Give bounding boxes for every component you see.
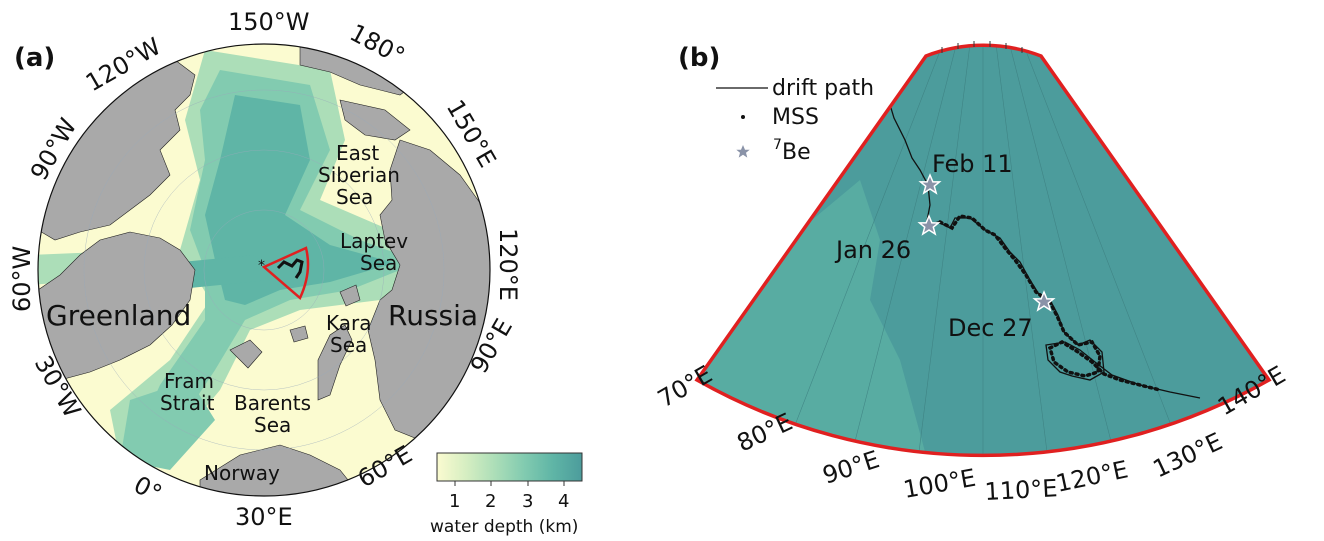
- top-arc-ticks: [941, 41, 1023, 53]
- be7-star-jan26: [917, 214, 941, 236]
- meridians: [765, 45, 1201, 456]
- deepest-basin-core: [205, 95, 395, 305]
- legend-mss-label: MSS: [772, 105, 819, 130]
- legend: drift path MSS 7 Be: [716, 76, 874, 165]
- legend-be7-sup: 7: [773, 137, 782, 153]
- lon-label-80e: 80°E: [733, 408, 797, 458]
- lon-label-100e: 100°E: [901, 464, 978, 504]
- drift-path-overview: [276, 258, 304, 279]
- lon-label-150w: 150°W: [228, 8, 310, 36]
- lon-label-90e-b: 90°E: [819, 445, 883, 489]
- svg-text:East: East: [336, 141, 379, 165]
- fram-strait-label: Fram Strait: [160, 369, 215, 415]
- colorbar-tick-1: 1: [449, 491, 460, 512]
- date-label-dec27: Dec 27: [948, 314, 1033, 342]
- date-label-jan26: Jan 26: [834, 236, 911, 264]
- norway-label: Norway: [204, 461, 280, 485]
- svg-text:Sea: Sea: [254, 413, 291, 437]
- svg-text:Sea: Sea: [336, 185, 373, 209]
- colorbar-tick-4: 4: [558, 491, 569, 512]
- be7-star-dec27: [1032, 290, 1056, 312]
- panel-a-map: * 150°W 180° 150°E 120°E 90°E 60°E 30°E …: [8, 8, 583, 537]
- colorbar-gradient: [436, 452, 583, 482]
- legend-mss-dot: [741, 115, 745, 119]
- kara-sea-label: Kara Sea: [326, 311, 372, 357]
- date-label-feb11: Feb 11: [932, 150, 1013, 178]
- legend-be7-label: Be: [782, 140, 811, 165]
- colorbar-tick-3: 3: [522, 491, 533, 512]
- be7-star-feb11: [918, 173, 942, 195]
- lon-label-30e: 30°E: [235, 503, 293, 531]
- graticule: [83, 89, 445, 451]
- svg-text:Strait: Strait: [160, 391, 215, 415]
- svg-text:Barents: Barents: [234, 391, 311, 415]
- svg-text:Laptev: Laptev: [340, 229, 408, 253]
- svg-text:Sea: Sea: [360, 251, 397, 275]
- norway-land: [199, 444, 361, 496]
- panel-b-map: Feb 11 Jan 26 Dec 27 drift path MSS 7 Be…: [653, 41, 1290, 506]
- lon-label-70e: 70°E: [653, 360, 717, 413]
- barents-sea-label: Barents Sea: [234, 391, 311, 437]
- lon-label-120e: 120°E: [494, 228, 522, 301]
- novaya-zemlya-land: [317, 324, 353, 401]
- greenland-land: [38, 231, 196, 381]
- russia-label: Russia: [388, 299, 478, 332]
- colorbar-label: water depth (km): [430, 517, 578, 537]
- laptev-sea-label: Laptev Sea: [340, 229, 408, 275]
- colorbar-ticks: [454, 481, 565, 486]
- greenland-label: Greenland: [46, 299, 191, 332]
- lon-label-120e-b: 120°E: [1053, 455, 1130, 498]
- legend-drift-path-label: drift path: [772, 76, 874, 101]
- colorbar-tick-2: 2: [485, 491, 496, 512]
- svg-text:Sea: Sea: [330, 333, 367, 357]
- panel-a-label: (a): [14, 43, 55, 73]
- legend-be7-star: [736, 145, 750, 158]
- lon-label-60w: 60°W: [8, 246, 36, 312]
- svg-text:Kara: Kara: [326, 311, 372, 335]
- lon-label-0: 0°: [129, 471, 166, 509]
- colorbar: 1 2 3 4 water depth (km): [430, 452, 583, 537]
- panel-b-label: (b): [678, 43, 720, 73]
- sector-frame: [694, 43, 1272, 458]
- pole-marker: *: [258, 258, 265, 274]
- lon-label-130e: 130°E: [1149, 427, 1227, 483]
- mss-dots: [938, 214, 1162, 392]
- svg-text:Siberian: Siberian: [318, 163, 400, 187]
- drift-region-sector: [261, 246, 310, 301]
- svg-text:Fram: Fram: [164, 369, 214, 393]
- lon-label-110e: 110°E: [984, 474, 1058, 506]
- east-siberian-sea-label: East Siberian Sea: [318, 141, 400, 209]
